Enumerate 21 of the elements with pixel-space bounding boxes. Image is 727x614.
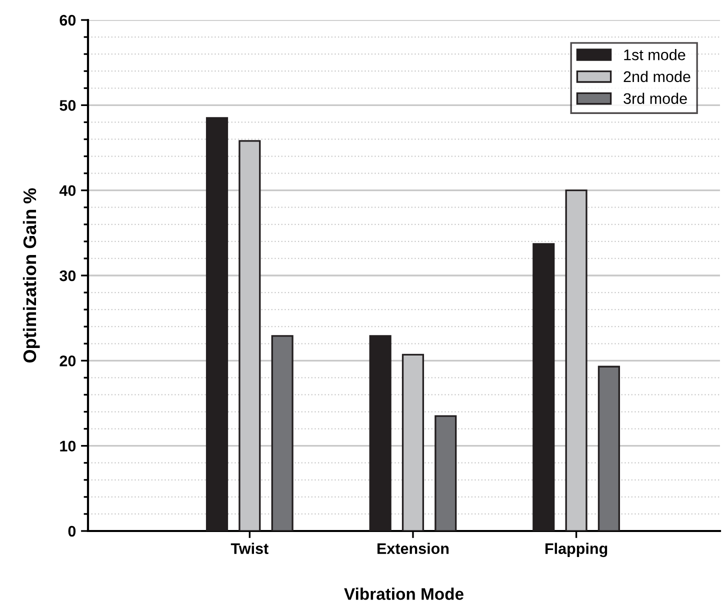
y-tick-label: 10	[60, 440, 76, 452]
x-axis-title: Vibration Mode	[344, 588, 464, 600]
bar	[598, 366, 620, 531]
bar	[369, 335, 392, 531]
y-tick-label: 50	[60, 100, 76, 111]
y-tick-label: 30	[60, 270, 76, 282]
y-axis-title: Optimization Gain %	[22, 188, 40, 363]
y-tick-label: 60	[60, 14, 76, 26]
y-tick-label: 40	[59, 185, 76, 196]
x-tick-label: Flapping	[545, 542, 608, 558]
legend-label: 3rd mode	[624, 92, 687, 104]
legend-label: 2nd mode	[624, 70, 690, 82]
bar	[271, 335, 294, 531]
y-tick-label: 0	[68, 526, 76, 537]
bar	[532, 243, 555, 531]
x-tick-label: Extension	[378, 542, 449, 554]
bar	[206, 117, 228, 531]
y-tick-label: 20	[60, 356, 76, 366]
legend-label: 1st mode	[624, 49, 686, 60]
bar	[434, 415, 457, 531]
x-tick-label: Twist	[230, 542, 268, 554]
